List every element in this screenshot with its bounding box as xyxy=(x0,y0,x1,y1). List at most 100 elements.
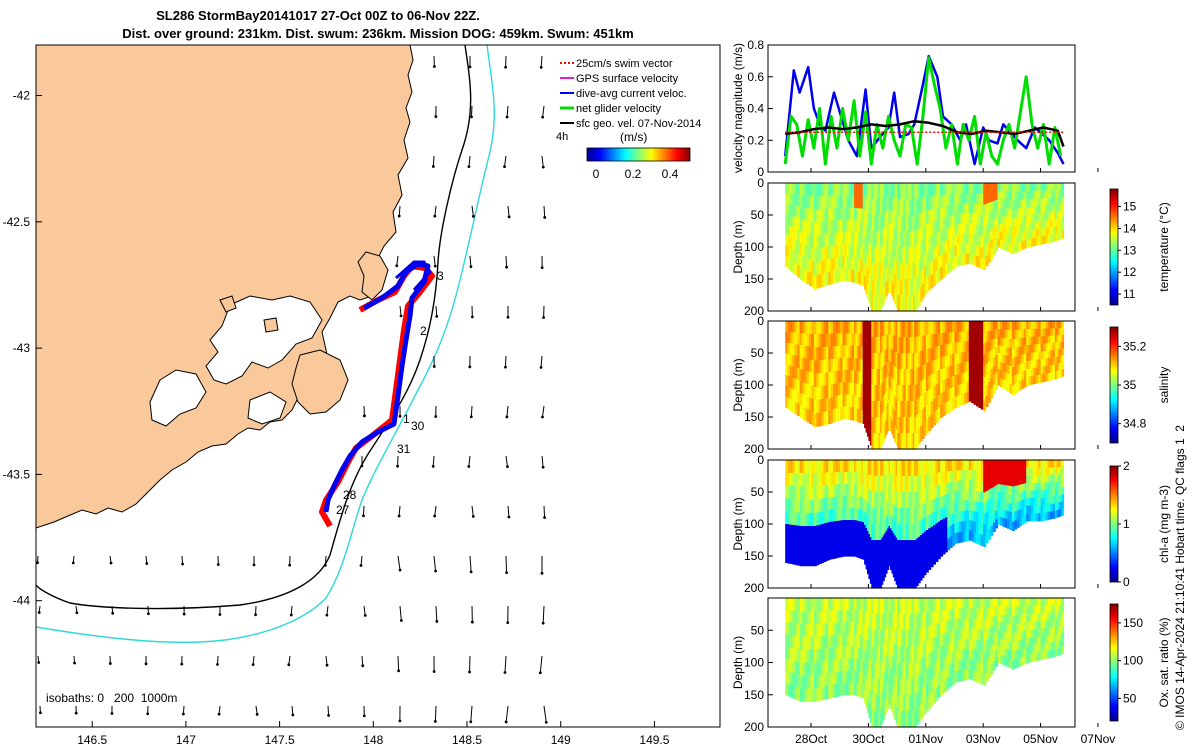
section-cell xyxy=(837,232,841,246)
section-cell xyxy=(794,183,798,196)
section-cell xyxy=(794,251,798,264)
section-cell xyxy=(983,535,987,547)
section-cell xyxy=(875,401,878,418)
section-cell xyxy=(875,199,878,216)
section-cell xyxy=(882,198,885,214)
section-cell xyxy=(988,202,991,214)
section-cell xyxy=(854,370,857,384)
section-cell xyxy=(881,429,884,446)
section-cell xyxy=(881,398,884,415)
section-cell xyxy=(855,634,858,648)
section-cell xyxy=(935,233,939,247)
section-cell xyxy=(1045,628,1049,637)
section-cell xyxy=(1002,623,1006,632)
section-cell xyxy=(968,233,972,244)
section-cell xyxy=(1021,224,1025,234)
geo-velocity-arrowhead xyxy=(217,712,221,716)
section-cell xyxy=(1038,605,1042,614)
section-cell xyxy=(1016,485,1020,495)
section-cell xyxy=(949,514,953,527)
section-cell xyxy=(954,608,958,620)
section-cell xyxy=(1043,497,1046,506)
section-cell xyxy=(907,508,910,525)
section-cell xyxy=(1023,639,1027,648)
section-cell xyxy=(922,533,925,549)
section-cell xyxy=(940,682,944,696)
section-cell xyxy=(968,598,972,609)
section-cell xyxy=(954,183,958,194)
section-cell xyxy=(868,350,871,367)
section-cell xyxy=(1009,209,1013,219)
section-cell xyxy=(881,660,884,677)
section-cell xyxy=(1060,210,1063,219)
section-cell xyxy=(846,406,849,420)
section-cell xyxy=(976,331,979,343)
section-cell xyxy=(895,537,898,554)
section-cell xyxy=(923,335,927,351)
section-cell xyxy=(809,333,813,348)
section-cell xyxy=(959,384,963,396)
section-cell xyxy=(891,349,894,364)
geo-velocity-arrowhead xyxy=(434,115,438,118)
section-cell xyxy=(813,662,817,676)
section-cell xyxy=(823,234,827,248)
section-cell xyxy=(830,346,834,360)
velocity-y-tick-label: 0.4 xyxy=(747,102,764,116)
section-cell xyxy=(968,510,972,521)
section-cell xyxy=(888,691,891,705)
section-cell xyxy=(978,246,982,258)
section-cell xyxy=(897,678,900,696)
section-cell xyxy=(1021,508,1025,517)
section-cell xyxy=(968,381,972,392)
section-cell xyxy=(914,614,917,631)
section-cell xyxy=(848,219,851,233)
section-cell xyxy=(942,206,946,219)
section-cell xyxy=(877,199,879,216)
section-cell xyxy=(1056,619,1059,628)
section-cell xyxy=(1033,653,1037,662)
section-cell xyxy=(978,523,982,535)
section-cell xyxy=(1002,191,1006,201)
section-cell xyxy=(916,645,919,662)
section-cell xyxy=(908,279,911,296)
section-cell xyxy=(1056,211,1059,220)
section-cell xyxy=(842,472,846,485)
section-cell xyxy=(1016,329,1020,340)
section-cell xyxy=(1040,205,1044,214)
section-cell xyxy=(1038,198,1042,207)
section-cell xyxy=(964,193,968,204)
section-cell xyxy=(848,472,851,485)
section-cell xyxy=(992,191,996,202)
section-cell xyxy=(1060,217,1063,226)
section-cell xyxy=(933,321,936,335)
section-cell xyxy=(861,534,864,547)
section-cell xyxy=(900,540,902,557)
section-cell xyxy=(1054,488,1057,497)
section-cell xyxy=(867,211,869,227)
section-cell xyxy=(875,630,878,647)
section-cell xyxy=(1004,321,1008,331)
section-cell xyxy=(914,263,917,280)
section-cell xyxy=(787,671,791,685)
section-cell xyxy=(785,598,789,611)
section-cell xyxy=(1007,485,1011,495)
section-cell xyxy=(797,380,801,393)
section-cell xyxy=(882,598,885,614)
section-cell xyxy=(1043,605,1046,614)
section-cell xyxy=(889,403,892,418)
section-cell xyxy=(1056,641,1059,649)
section-y-tick-label: 200 xyxy=(744,581,764,595)
section-cell xyxy=(1035,336,1039,345)
section-cell xyxy=(1002,648,1006,657)
section-cell xyxy=(818,222,822,236)
section-cell xyxy=(992,460,996,470)
section-cell xyxy=(889,460,892,475)
geo-velocity-arrowhead xyxy=(109,561,113,565)
section-cell xyxy=(900,433,902,450)
section-cell xyxy=(1062,196,1065,205)
section-cell xyxy=(865,666,868,681)
section-cell xyxy=(785,245,789,257)
section-cell xyxy=(884,379,887,395)
section-cell xyxy=(952,343,956,355)
